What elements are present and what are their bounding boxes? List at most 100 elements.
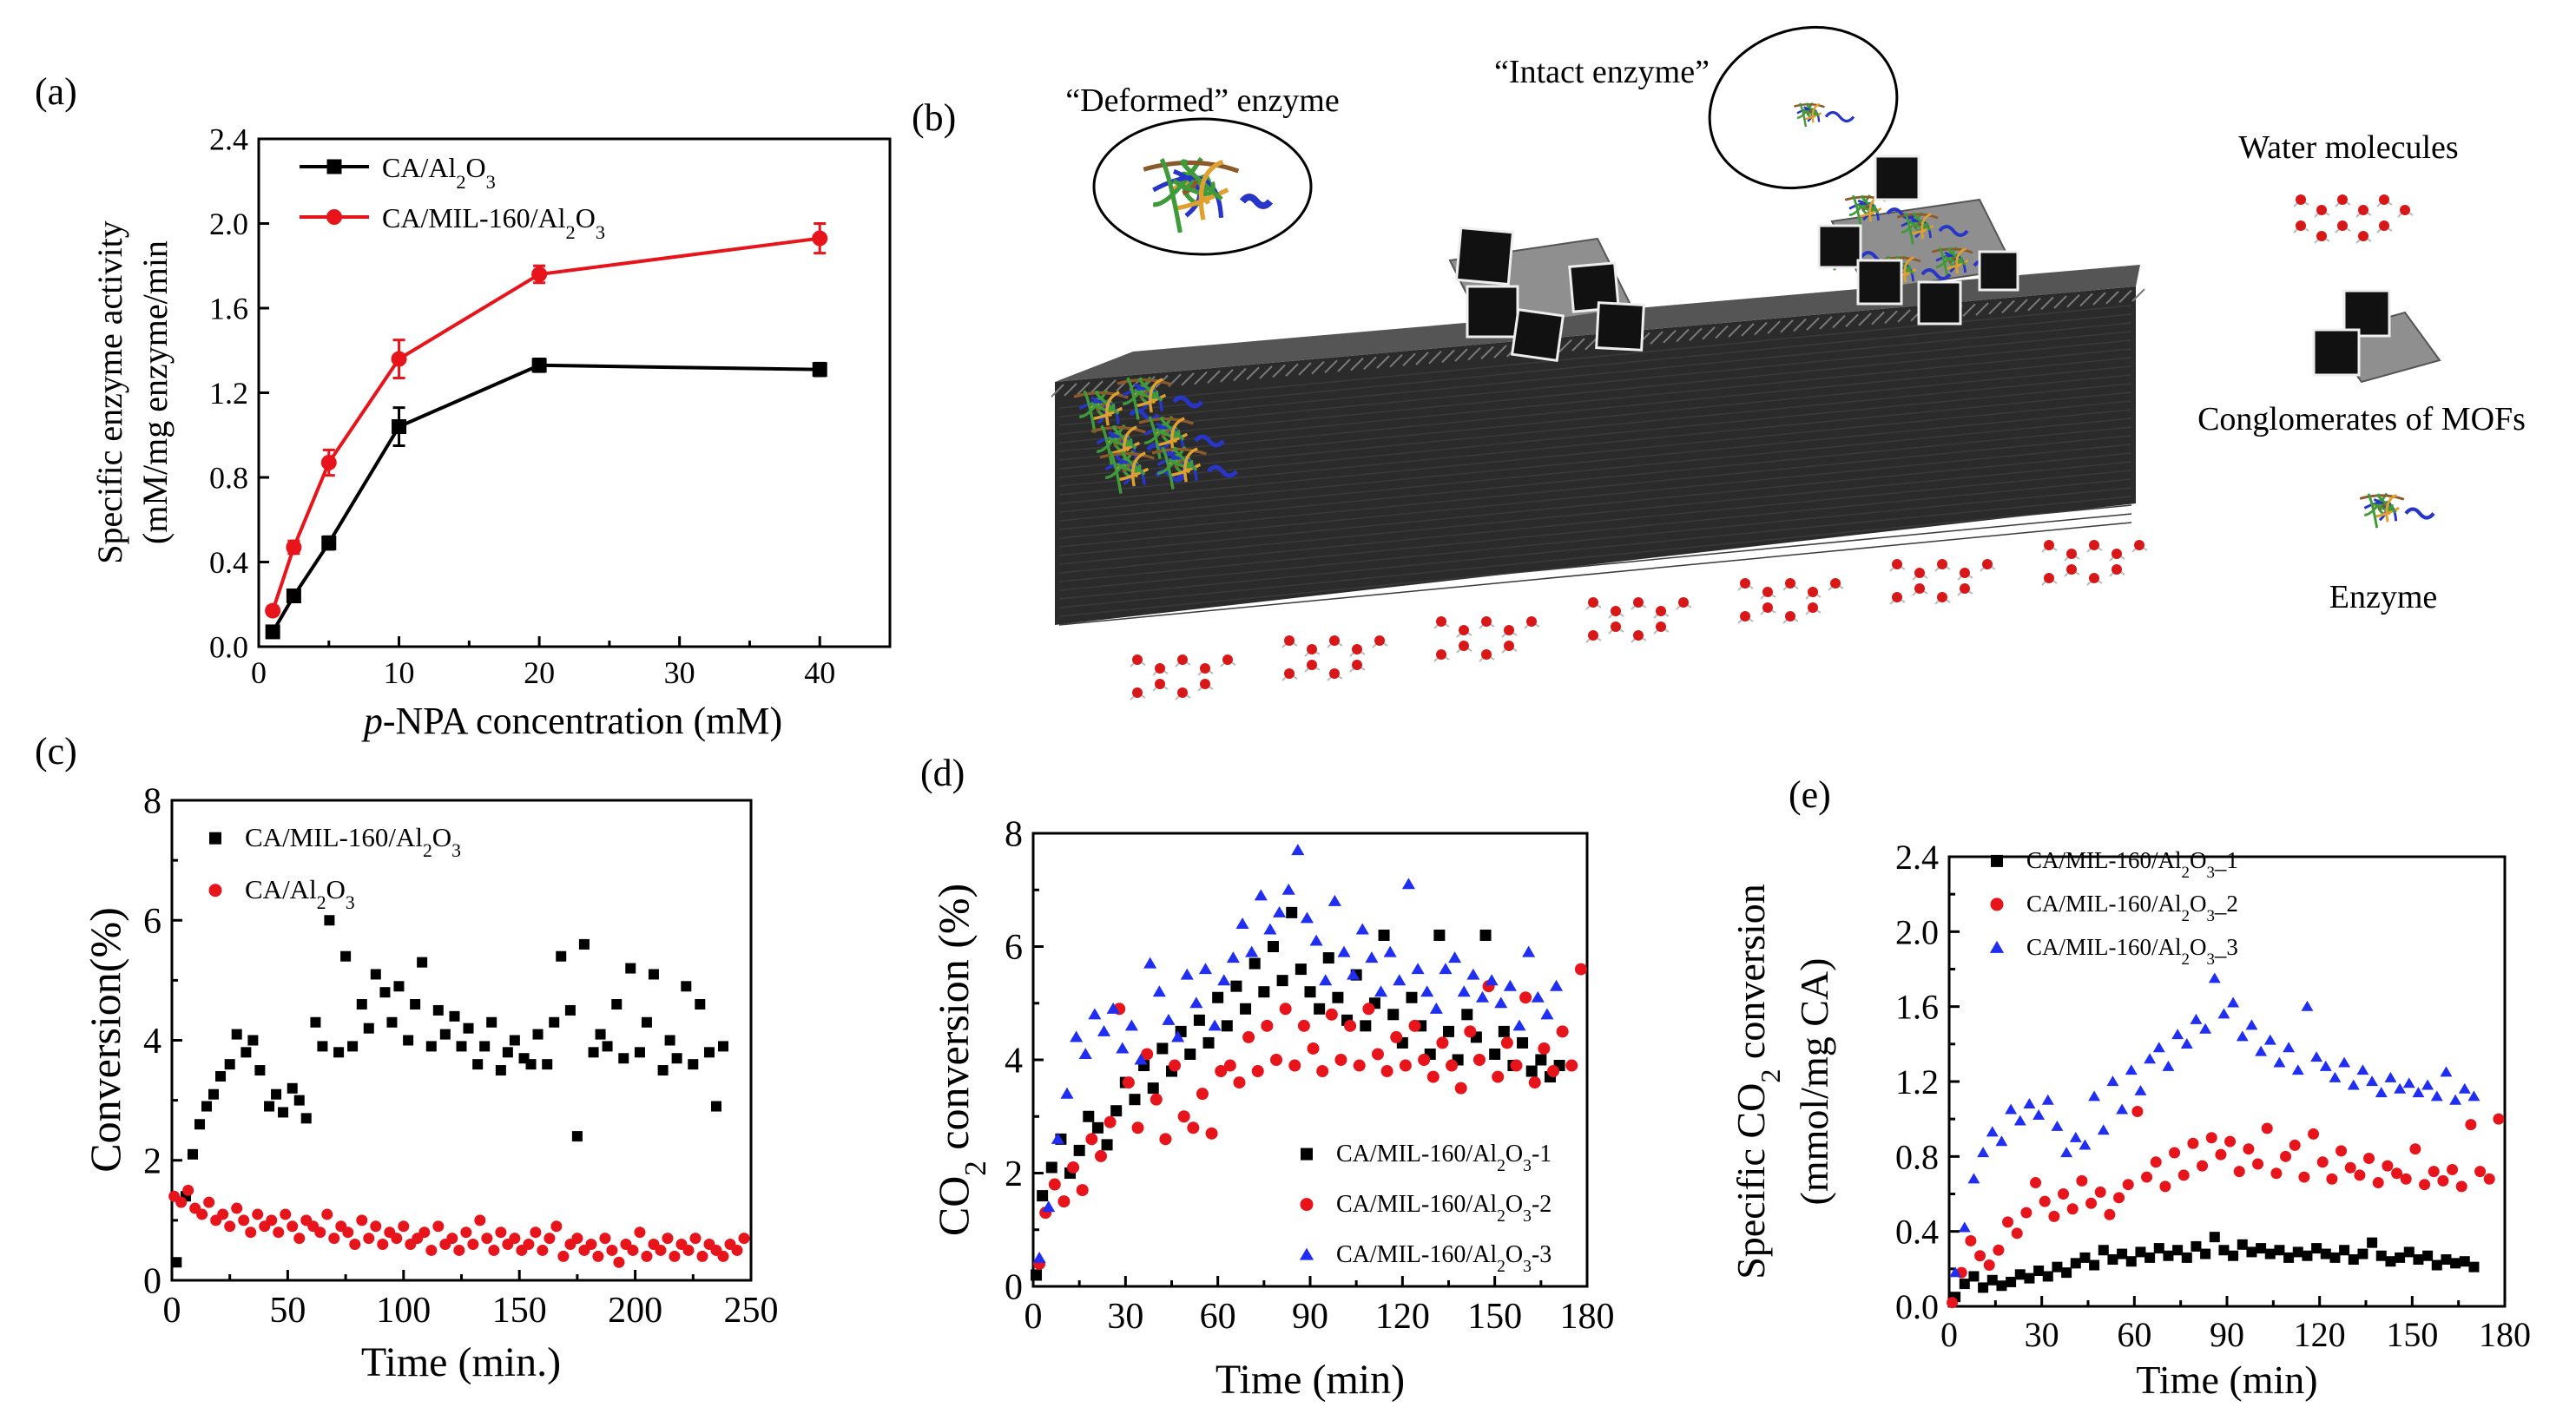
membrane-stripe — [1051, 384, 1064, 398]
data-point — [1986, 1274, 1998, 1286]
data-point — [1383, 945, 1397, 957]
data-point — [1365, 951, 1379, 963]
water-oxygen — [1329, 635, 1340, 646]
data-point — [393, 981, 405, 992]
data-point — [2363, 1152, 2375, 1164]
data-point — [2316, 1156, 2329, 1168]
data-point — [392, 419, 407, 434]
x-axis-label: Time (min.) — [361, 1339, 561, 1385]
data-point — [2042, 1271, 2053, 1282]
data-point — [333, 1047, 345, 1058]
data-point — [2224, 1135, 2237, 1148]
membrane-stripe — [1884, 310, 1898, 325]
data-point — [1076, 1184, 1089, 1197]
water-oxygen — [1785, 578, 1795, 589]
intact-enzyme-callout: “Intact enzyme” — [1494, 25, 1899, 190]
data-point — [2011, 1227, 2023, 1240]
legend-water-label: Water molecules — [2238, 129, 2458, 166]
data-point — [2069, 1131, 2082, 1142]
water-oxygen — [2358, 231, 2368, 241]
data-point — [1291, 844, 1305, 856]
data-point — [2197, 1160, 2209, 1172]
data-point — [1503, 979, 1517, 991]
legend-entry: CA/MIL-160/Al2O3 — [245, 822, 461, 861]
data-point — [1983, 1259, 1995, 1272]
data-point — [2237, 1239, 2248, 1250]
enzyme-strand — [1117, 378, 1172, 386]
data-point — [1996, 1280, 2007, 1292]
intact-enzyme — [1794, 102, 1855, 128]
data-point — [2200, 1248, 2211, 1259]
legend-marker — [1300, 1198, 1314, 1212]
panel-label-a: (a) — [35, 70, 77, 113]
water-oxygen — [1284, 668, 1295, 679]
data-point — [1475, 990, 1490, 1003]
x-axis-label: Time (min) — [2136, 1358, 2317, 1402]
membrane-stripe — [1676, 328, 1690, 343]
water-oxygen — [2316, 231, 2327, 241]
data-point — [2357, 1248, 2368, 1259]
data-point — [532, 1029, 544, 1040]
membrane-stripe — [1058, 426, 2132, 530]
data-point — [2020, 1207, 2032, 1219]
membrane-stripe — [1780, 319, 1794, 333]
data-point — [2002, 1216, 2014, 1228]
deformed-enzyme-label: “Deformed” enzyme — [1065, 82, 1339, 119]
membrane-stripe — [1845, 313, 1859, 327]
data-point — [1959, 1279, 1970, 1290]
data-point — [2085, 1197, 2098, 1209]
data-point — [1531, 990, 1545, 1003]
data-point — [2431, 1259, 2442, 1271]
mof-cube — [2312, 328, 2361, 377]
enzyme-strand — [1183, 447, 1198, 483]
chart-e-specific-co2-conversion: 0 30 60 90 120 150 180 0.0 0.4 0.8 1.2 1.6 2.0 2.4 CA/… — [1729, 838, 2531, 1402]
data-point — [1083, 1110, 1095, 1122]
data-point — [509, 1035, 520, 1046]
data-point — [1319, 974, 1333, 986]
enzyme-helix — [1824, 110, 1855, 123]
data-point — [2032, 1109, 2046, 1120]
enzyme-strand — [1909, 220, 1928, 229]
data-point — [1309, 934, 1323, 946]
data-point — [347, 1041, 359, 1052]
membrane-stripe — [1058, 513, 2132, 617]
data-point — [1134, 1053, 1148, 1065]
y-tick-label: 2.4 — [209, 122, 248, 157]
water-oxygen — [1892, 559, 1902, 569]
mof-cube — [1874, 155, 1920, 201]
enzyme-strand — [1120, 451, 1146, 476]
membrane-stripe — [1962, 303, 1976, 318]
enzyme-strand — [1083, 390, 1097, 433]
membrane-stripe — [1376, 355, 1390, 369]
mof-cube — [1978, 250, 2019, 292]
water-oxygen — [2089, 573, 2099, 583]
data-point — [1169, 1059, 1182, 1072]
data-point — [238, 1214, 250, 1226]
legend-entry: CA/MIL-160/Al2O3-1 — [1336, 1141, 1552, 1175]
data-point — [1454, 1082, 1467, 1095]
water-oxygen — [2296, 220, 2306, 231]
data-point — [2422, 1250, 2434, 1261]
data-point — [2107, 1254, 2118, 1266]
data-point — [2348, 1254, 2359, 1266]
data-point — [738, 1233, 750, 1245]
legend-entry: CA/MIL-160/Al2O3 — [382, 202, 605, 243]
data-point — [588, 1047, 599, 1058]
water-oxygen — [1459, 625, 1469, 635]
enzyme-helix — [1239, 194, 1274, 209]
mof-conglomerate-icon — [2312, 289, 2441, 384]
data-point — [2338, 1056, 2351, 1068]
data-point — [1947, 1297, 1959, 1309]
data-point — [1380, 1065, 1393, 1078]
water-oxygen — [1830, 578, 1841, 589]
data-point — [2094, 1186, 2106, 1198]
water-oxygen — [2337, 220, 2348, 231]
enzyme-strand — [1944, 255, 1963, 264]
enzyme-cluster-on-support — [1073, 376, 1238, 494]
data-point — [1141, 1048, 1154, 1061]
data-point — [530, 1226, 542, 1239]
data-point — [2152, 1042, 2165, 1053]
membrane-stripe — [1285, 363, 1299, 377]
data-point — [2256, 1243, 2267, 1254]
panel-label-c: (c) — [35, 730, 77, 773]
